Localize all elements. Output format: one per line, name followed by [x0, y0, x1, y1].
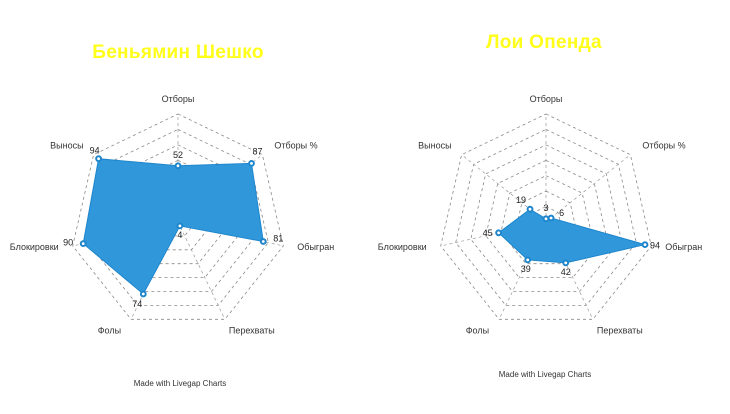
value-label: 45: [483, 228, 493, 238]
axis-label: Блокировки: [378, 242, 427, 252]
data-area: [82, 158, 264, 295]
grid-ring: [485, 159, 607, 279]
value-label: 6: [559, 208, 564, 218]
chart-title: Лои Опенда: [486, 32, 602, 53]
data-point-3[interactable]: [259, 238, 267, 245]
grid-ring: [72, 113, 284, 320]
data-point-3[interactable]: [641, 241, 649, 249]
grid-ring: [470, 144, 622, 292]
data-point-5[interactable]: [524, 256, 532, 264]
data-point-6[interactable]: [495, 229, 503, 237]
radar-chart-openda: Лои Опенда 3 6 94 42 39 45 19 Отборы Отборы % Обыг…: [378, 32, 702, 379]
data-point-2[interactable]: [248, 160, 255, 167]
value-label: 3: [543, 203, 548, 213]
grid-ring: [440, 113, 652, 320]
chart-credit[interactable]: Made with Livegap Charts: [134, 379, 227, 388]
axis-label: Фолы: [466, 325, 489, 335]
value-label: 94: [90, 146, 100, 156]
value-label: 52: [173, 150, 183, 160]
value-label: 81: [273, 234, 283, 244]
data-point-5[interactable]: [139, 290, 147, 298]
axis-spoke: [177, 221, 226, 320]
value-label: 19: [516, 195, 526, 205]
axis-label: Перехваты: [597, 325, 643, 335]
data-point-4[interactable]: [562, 259, 570, 267]
axis-label: Выносы: [418, 141, 451, 151]
value-label: 94: [650, 241, 660, 251]
axis-label: Отборы: [162, 94, 195, 104]
value-label: 90: [63, 238, 73, 248]
value-label: 39: [521, 264, 531, 274]
value-label: 4: [177, 230, 182, 240]
chart-credit[interactable]: Made with Livegap Charts: [499, 370, 592, 379]
data-point-2[interactable]: [547, 214, 555, 222]
value-label: 42: [561, 267, 571, 277]
data-point-1[interactable]: [174, 162, 182, 170]
grid-ring: [500, 175, 592, 265]
axis-label: Отборы %: [274, 141, 317, 151]
axis-label: Перехваты: [229, 325, 275, 335]
grid-ring: [515, 190, 577, 251]
axis-label: Блокировки: [10, 242, 59, 252]
data-point-4[interactable]: [176, 222, 184, 230]
data-point-6[interactable]: [79, 240, 87, 248]
axis-label: Отборы: [530, 94, 563, 104]
radar-chart-sesko: Беньямин Шешко 52 87 81 4 74 90 94 Отборы Отборы …: [10, 42, 334, 388]
axis-label: Выносы: [50, 141, 83, 151]
axis-label: Обыгран: [297, 242, 334, 252]
data-point-1[interactable]: [542, 215, 550, 223]
axis-label: Отборы %: [642, 141, 685, 151]
data-point-7[interactable]: [95, 155, 102, 163]
data-area: [497, 208, 646, 264]
axis-label: Фолы: [98, 325, 121, 335]
chart-title: Беньямин Шешко: [92, 42, 264, 63]
data-point-7[interactable]: [526, 205, 534, 213]
value-label: 87: [252, 146, 262, 156]
axis-label: Обыгран: [665, 242, 702, 252]
value-label: 74: [132, 299, 142, 309]
grid-ring: [455, 128, 637, 306]
